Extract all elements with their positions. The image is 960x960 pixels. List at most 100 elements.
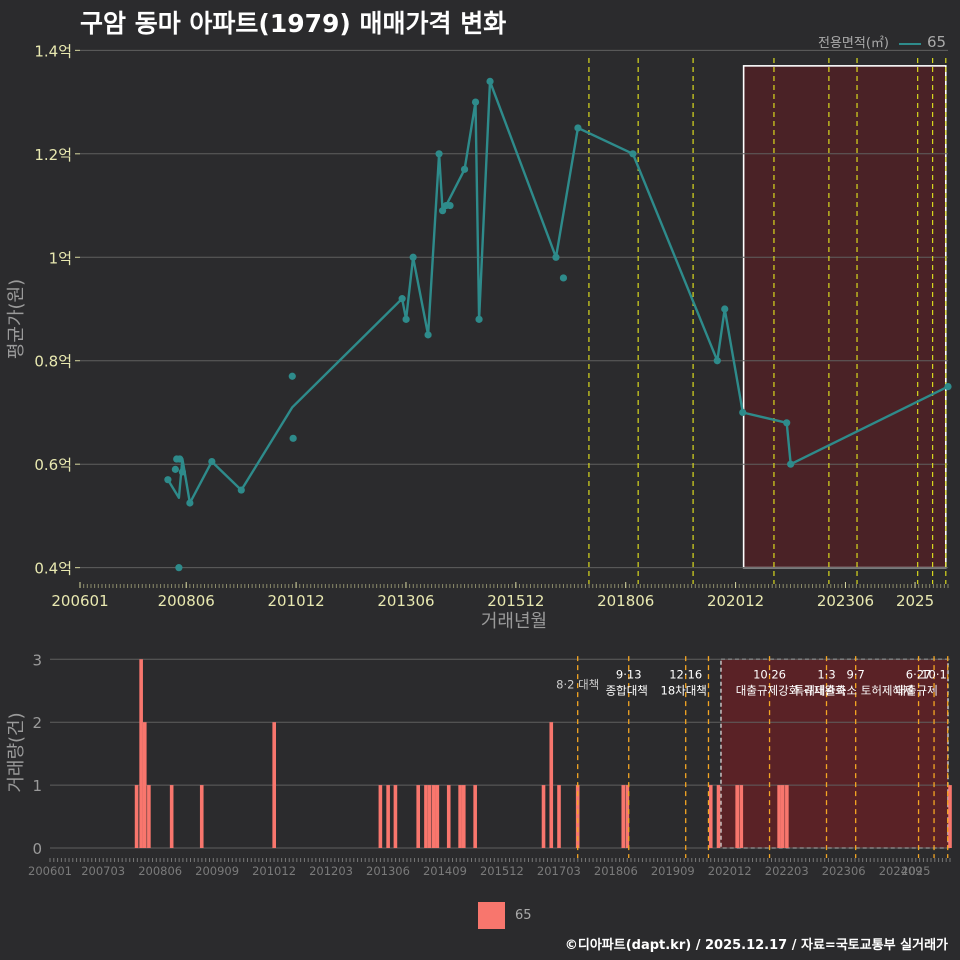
x-tick-label: 201806 <box>597 592 654 610</box>
bar-x-tick-label: 200703 <box>81 864 125 878</box>
bar <box>393 785 398 848</box>
policy-label: 9·7 특례대출축소 토허제해제 <box>794 667 914 697</box>
bar-x-tick-label: 201306 <box>366 864 410 878</box>
data-point <box>176 455 184 463</box>
y-tick-label: 1.4억 <box>34 42 72 60</box>
bar-x-tick-label: 201012 <box>252 864 296 878</box>
legend-line-swatch <box>898 42 921 45</box>
bar <box>427 785 432 848</box>
bar <box>575 785 580 848</box>
bar <box>541 785 546 848</box>
data-point <box>783 419 791 427</box>
data-point <box>424 331 432 339</box>
bar-x-tick-label: 201703 <box>537 864 581 878</box>
bar <box>142 722 147 848</box>
bar <box>549 722 554 848</box>
chart-title: 구암 동마 아파트(1979) 매매가격 변화 <box>80 9 507 38</box>
bar-x-tick-label: 202306 <box>822 864 866 878</box>
x-tick-label: 200806 <box>158 592 215 610</box>
y-tick-label: 0.6억 <box>34 456 72 474</box>
legend-bar-swatch <box>478 902 505 929</box>
bar-legend-label: 65 <box>515 908 532 923</box>
legend-item-label: 65 <box>926 33 947 51</box>
bar-y-axis-title: 거래량(건) <box>6 712 27 792</box>
data-point <box>164 476 172 484</box>
bar <box>416 785 421 848</box>
bar <box>446 785 451 848</box>
data-point <box>438 207 447 215</box>
x-axis-title: 거래년월 <box>481 611 547 632</box>
bar <box>378 785 383 848</box>
bar-x-tick-label: 201909 <box>651 864 695 878</box>
bar-x-tick-label: 2025 <box>901 864 930 878</box>
bar <box>557 785 561 848</box>
bar <box>435 785 440 848</box>
bar-x-tick-label: 201409 <box>423 864 467 878</box>
bar <box>431 785 436 848</box>
bar-x-tick-label: 200806 <box>138 864 182 878</box>
highlight-region-bottom <box>720 658 949 849</box>
bar <box>785 785 789 848</box>
policy-label: 6·27 대출규제 <box>895 667 937 697</box>
policy-label: 10·1 <box>921 667 947 681</box>
data-point <box>944 382 952 391</box>
policy-label: 8·2 대책 <box>556 677 599 691</box>
data-point <box>409 253 417 261</box>
data-point <box>186 499 194 507</box>
credit-text: ©디아파트(dapt.kr) / 2025.12.17 / 자료=국토교통부 실… <box>564 938 948 953</box>
y-tick-label: 0.4억 <box>34 560 72 578</box>
bar <box>424 785 428 848</box>
bar <box>735 785 739 848</box>
data-point <box>721 305 729 313</box>
x-tick-label: 202012 <box>707 592 764 610</box>
x-tick-label: 2025 <box>896 592 934 610</box>
bar-x-tick-label: 202012 <box>708 864 752 878</box>
bar-x-tick-label: 200601 <box>28 864 72 878</box>
data-point <box>171 465 179 473</box>
data-point <box>574 124 582 132</box>
data-point <box>787 460 795 468</box>
data-point <box>288 372 296 380</box>
bar <box>777 785 781 848</box>
bar <box>716 785 721 848</box>
policy-label: 1·3 규제완화 <box>803 667 846 697</box>
bar <box>134 785 139 848</box>
data-point <box>398 295 406 303</box>
data-point <box>178 468 187 476</box>
policy-label: 10·26 대출규제강화 <box>736 667 800 697</box>
data-point <box>559 274 568 282</box>
bar-x-tick-label: 200909 <box>195 864 239 878</box>
bar <box>473 785 477 848</box>
bar <box>708 785 713 848</box>
y-axis-title: 평균가(원) <box>6 279 27 359</box>
bar <box>386 785 390 848</box>
x-tick-label: 200601 <box>51 592 108 610</box>
data-point <box>237 486 245 494</box>
bar <box>739 785 744 848</box>
y-tick-label: 0.8억 <box>34 353 72 371</box>
bar-y-tick-label: 2 <box>32 714 42 732</box>
bar <box>461 785 466 848</box>
bar <box>621 785 626 848</box>
bar <box>169 785 174 848</box>
data-point <box>739 408 747 417</box>
bar-x-tick-label: 201203 <box>309 864 353 878</box>
y-tick-label: 1.2억 <box>34 146 72 164</box>
data-point <box>208 458 216 466</box>
x-tick-label: 202306 <box>817 592 874 610</box>
bar-x-tick-label: 201512 <box>480 864 524 878</box>
y-tick-label: 1억 <box>49 249 72 267</box>
policy-label: 9·13 종합대책 <box>606 667 648 697</box>
bar <box>948 785 952 848</box>
data-point <box>475 315 483 323</box>
data-point <box>402 315 410 323</box>
highlight-region-top <box>742 65 947 569</box>
bar <box>139 659 143 848</box>
data-point <box>713 357 721 365</box>
x-tick-label: 201512 <box>487 592 544 610</box>
bar <box>458 785 462 848</box>
policy-label: 12·16 18차대책 <box>661 667 707 697</box>
data-point <box>552 253 560 261</box>
x-tick-label: 201012 <box>267 592 324 610</box>
